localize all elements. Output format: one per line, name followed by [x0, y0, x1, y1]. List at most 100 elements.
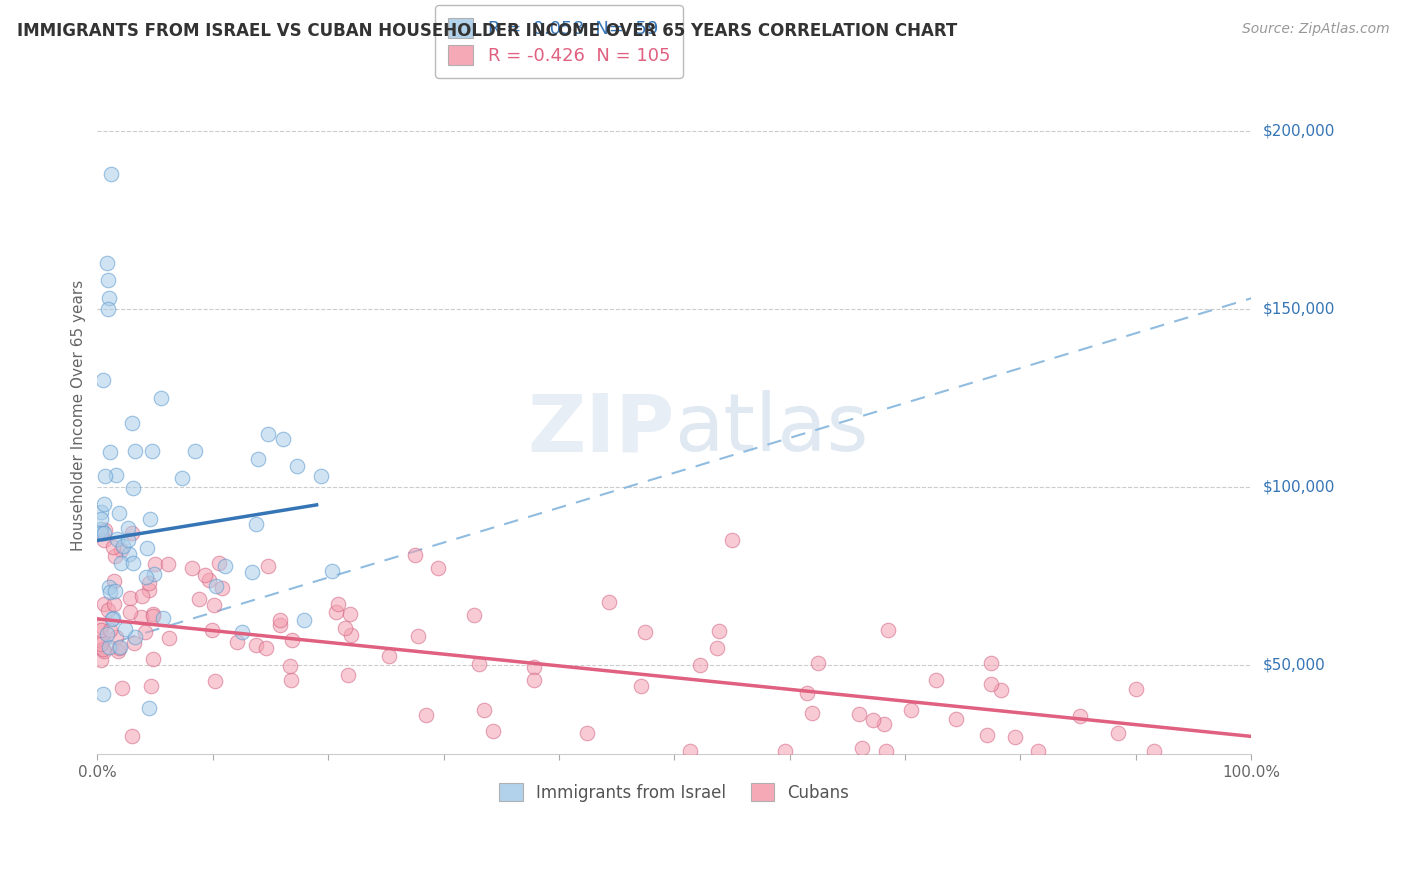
- Point: [427, 561, 450, 575]
- Point: [101, 611, 124, 625]
- Point: [292, 613, 315, 627]
- Text: IMMIGRANTS FROM ISRAEL VS CUBAN HOUSEHOLDER INCOME OVER 65 YEARS CORRELATION CHA: IMMIGRANTS FROM ISRAEL VS CUBAN HOUSEHOL…: [17, 22, 957, 40]
- Point: [90, 505, 112, 519]
- Point: [124, 444, 146, 458]
- Point: [634, 624, 657, 639]
- Point: [90, 653, 112, 667]
- Point: [285, 458, 308, 473]
- Point: [1026, 744, 1049, 758]
- Point: [107, 640, 129, 655]
- Point: [90, 634, 112, 648]
- Point: [149, 391, 172, 405]
- Point: [141, 609, 163, 624]
- Point: [110, 556, 132, 570]
- Point: [848, 706, 870, 721]
- Point: [404, 548, 426, 562]
- Point: [523, 673, 546, 687]
- Point: [201, 623, 224, 637]
- Point: [415, 707, 437, 722]
- Point: [90, 637, 112, 651]
- Point: [103, 574, 125, 588]
- Point: [280, 673, 302, 687]
- Point: [97, 291, 120, 305]
- Point: [142, 607, 165, 622]
- Text: atlas: atlas: [675, 391, 869, 468]
- Point: [118, 547, 141, 561]
- Point: [278, 659, 301, 673]
- Point: [91, 642, 114, 657]
- Point: [98, 623, 121, 637]
- Point: [184, 443, 207, 458]
- Point: [721, 533, 744, 548]
- Point: [245, 516, 267, 531]
- Point: [93, 533, 115, 547]
- Point: [598, 594, 620, 608]
- Point: [135, 570, 157, 584]
- Point: [945, 712, 967, 726]
- Point: [94, 469, 117, 483]
- Point: [101, 540, 124, 554]
- Point: [1069, 709, 1091, 723]
- Point: [152, 611, 174, 625]
- Point: [104, 630, 127, 644]
- Point: [172, 470, 194, 484]
- Point: [121, 526, 143, 541]
- Point: [214, 559, 236, 574]
- Point: [93, 525, 115, 540]
- Point: [1004, 730, 1026, 744]
- Point: [706, 640, 728, 655]
- Point: [689, 658, 711, 673]
- Point: [91, 373, 114, 387]
- Point: [134, 625, 156, 640]
- Point: [98, 584, 121, 599]
- Point: [522, 659, 544, 673]
- Point: [773, 744, 796, 758]
- Point: [679, 744, 702, 758]
- Point: [139, 512, 162, 526]
- Point: [281, 633, 304, 648]
- Point: [94, 523, 117, 537]
- Point: [138, 583, 160, 598]
- Point: [120, 605, 142, 619]
- Point: [900, 703, 922, 717]
- Point: [336, 668, 359, 682]
- Point: [875, 744, 897, 758]
- Point: [202, 598, 225, 612]
- Legend: Immigrants from Israel, Cubans: Immigrants from Israel, Cubans: [488, 772, 860, 814]
- Point: [110, 640, 132, 655]
- Point: [377, 649, 399, 664]
- Point: [90, 619, 112, 633]
- Point: [96, 626, 118, 640]
- Point: [90, 512, 112, 526]
- Point: [93, 643, 115, 657]
- Point: [104, 549, 127, 563]
- Point: [800, 706, 823, 720]
- Point: [91, 687, 114, 701]
- Point: [576, 725, 599, 739]
- Point: [851, 740, 873, 755]
- Point: [226, 635, 249, 649]
- Point: [340, 627, 363, 641]
- Point: [93, 497, 115, 511]
- Point: [980, 677, 1002, 691]
- Text: Source: ZipAtlas.com: Source: ZipAtlas.com: [1241, 22, 1389, 37]
- Text: ZIP: ZIP: [527, 391, 675, 468]
- Point: [980, 656, 1002, 670]
- Point: [120, 591, 142, 606]
- Point: [269, 613, 291, 627]
- Point: [141, 679, 163, 693]
- Point: [257, 426, 280, 441]
- Point: [707, 624, 730, 638]
- Point: [339, 607, 361, 621]
- Point: [96, 255, 118, 269]
- Point: [204, 673, 226, 688]
- Point: [1143, 744, 1166, 758]
- Point: [138, 576, 160, 591]
- Point: [122, 636, 145, 650]
- Point: [100, 167, 122, 181]
- Point: [271, 433, 294, 447]
- Point: [211, 581, 233, 595]
- Point: [97, 301, 120, 316]
- Point: [245, 639, 267, 653]
- Point: [131, 590, 153, 604]
